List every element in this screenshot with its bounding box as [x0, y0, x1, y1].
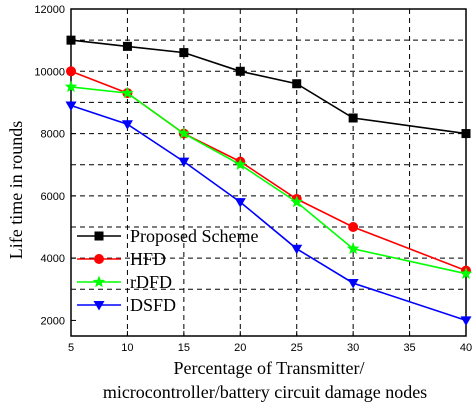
legend-marker	[92, 275, 106, 288]
data-point	[348, 222, 359, 232]
y-tick-label: 2000	[41, 315, 65, 327]
data-point	[177, 127, 190, 139]
legend-item-3: DSFD	[77, 295, 176, 315]
x-tick-label: 25	[291, 342, 303, 354]
x-tick-label: 15	[178, 342, 190, 354]
data-point	[121, 120, 133, 130]
x-tick-label: 5	[68, 342, 74, 354]
data-point	[460, 316, 472, 326]
series-1	[66, 66, 471, 276]
x-tick-label: 35	[403, 342, 415, 354]
data-point	[348, 113, 358, 123]
data-point	[121, 86, 134, 99]
data-point	[122, 41, 132, 51]
series-group	[64, 35, 473, 326]
series-line	[70, 39, 467, 135]
data-point	[235, 66, 245, 76]
data-point	[66, 66, 76, 77]
legend-label: Proposed Scheme	[130, 226, 258, 246]
legend-label: HFD	[130, 249, 166, 269]
data-point	[459, 267, 473, 279]
tick-labels: 5 10 15 20 25 30 35 40 2000 4000 6000 8000 10000 1200…	[34, 4, 472, 354]
data-point	[234, 198, 246, 208]
y-axis-label: Life time in rounds	[6, 121, 26, 259]
data-point	[234, 158, 247, 170]
x-tick-label: 20	[234, 342, 246, 354]
legend-label: rDFD	[130, 272, 172, 292]
data-point	[65, 101, 77, 112]
grid	[71, 9, 466, 336]
data-point	[179, 48, 189, 58]
y-tick-label: 10000	[34, 66, 65, 78]
data-point	[66, 35, 76, 45]
x-axis-label-line-2: microcontroller/battery circuit damage n…	[103, 382, 427, 402]
data-point	[347, 279, 359, 289]
data-point	[347, 242, 360, 255]
legend-item-2: rDFD	[77, 272, 172, 292]
series-0	[66, 35, 471, 139]
x-tick-label: 40	[460, 342, 472, 354]
legend-marker	[93, 301, 105, 311]
data-point	[178, 157, 190, 168]
y-tick-label: 6000	[41, 191, 65, 203]
series-2	[64, 80, 473, 279]
x-axis-label-line-1: Percentage of Transmitter/	[174, 358, 365, 378]
series-3	[65, 101, 472, 326]
data-point	[290, 195, 303, 208]
data-point	[292, 79, 302, 89]
data-point	[291, 244, 303, 255]
data-point	[64, 80, 78, 93]
legend-item-0: Proposed Scheme	[77, 226, 258, 246]
legend-label: DSFD	[130, 295, 176, 315]
y-tick-label: 8000	[41, 129, 65, 141]
x-tick-label: 30	[347, 342, 359, 354]
data-point	[461, 129, 471, 139]
legend-marker	[94, 254, 104, 264]
legend: Proposed Scheme HFD rDFD DSFD	[77, 226, 258, 315]
plot-frame	[70, 8, 467, 337]
legend-marker	[94, 231, 104, 241]
x-tick-label: 10	[121, 342, 133, 354]
legend-item-1: HFD	[77, 249, 166, 269]
y-tick-label: 12000	[34, 4, 65, 16]
y-tick-label: 4000	[41, 253, 65, 265]
